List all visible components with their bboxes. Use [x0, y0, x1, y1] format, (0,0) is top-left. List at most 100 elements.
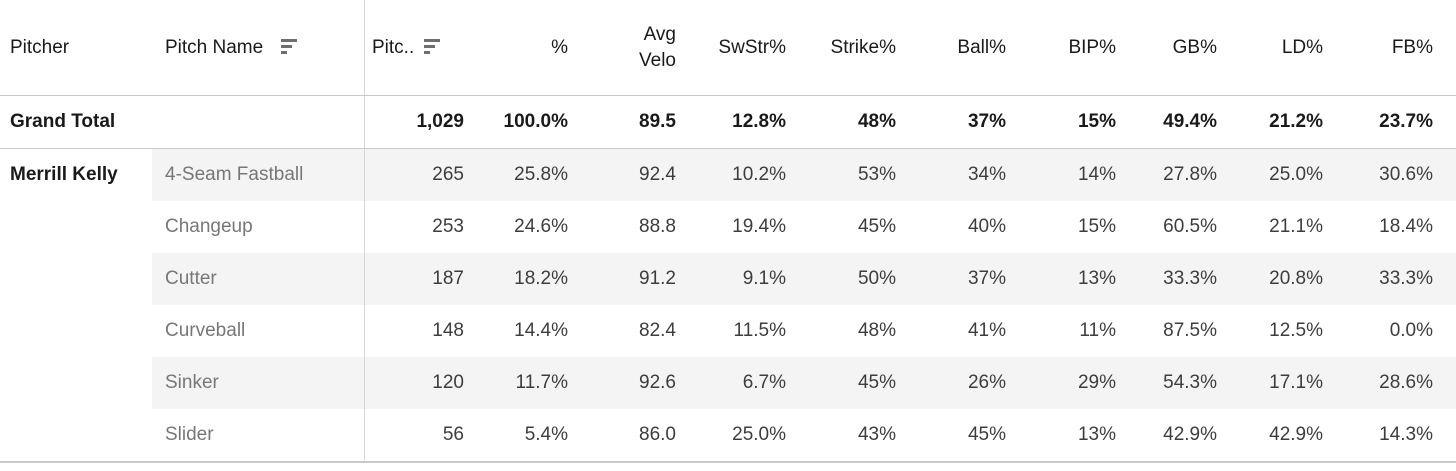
cell-strike: 45%	[798, 357, 908, 409]
cell-pitches: 56	[442, 424, 464, 445]
cell-gb: 87.5%	[1163, 320, 1217, 341]
cell-pct: 100.0%	[503, 111, 568, 132]
cell-ld: 21.2%	[1269, 111, 1323, 132]
cell-fb: 33.3%	[1335, 253, 1445, 305]
cell-strike: 45%	[857, 216, 896, 237]
cell-avg-velo: 91.2	[580, 253, 688, 305]
col-header-pitch-name[interactable]: Pitch Name	[152, 0, 365, 95]
cell-swstr: 11.5%	[733, 320, 786, 341]
cell-pitches: 120	[365, 357, 476, 409]
col-header-pitches[interactable]: Pitc..	[365, 0, 476, 95]
cell-fb: 0.0%	[1389, 320, 1433, 341]
cell-fb: 23.7%	[1379, 111, 1433, 132]
cell-avg-velo: 82.4	[639, 320, 676, 341]
row-filler	[1445, 357, 1456, 409]
cell-gb: 54.3%	[1128, 357, 1229, 409]
pitcher-label	[0, 305, 152, 357]
cell-strike: 48%	[857, 320, 896, 341]
cell-ld: 21.1%	[1269, 216, 1323, 237]
header-filler	[1445, 0, 1456, 95]
table-row: Cutter 187 18.2% 91.2 9.1% 50% 37% 13% 3…	[0, 253, 1456, 305]
col-header-ball[interactable]: Ball%	[957, 36, 1006, 58]
cell-ball: 41%	[967, 320, 1006, 341]
cell-swstr: 6.7%	[688, 357, 798, 409]
cell-fb: 30.6%	[1335, 149, 1445, 201]
table-row: Curveball 148 14.4% 82.4 11.5% 48% 41% 1…	[0, 305, 1456, 357]
cell-pitches: 148	[432, 320, 464, 341]
cell-avg-velo: 89.5	[639, 111, 676, 132]
cell-pct: 5.4%	[524, 424, 568, 445]
cell-pitch-name: 4-Seam Fastball	[152, 149, 365, 201]
cell-pitches: 253	[432, 216, 464, 237]
cell-ld: 25.0%	[1229, 149, 1335, 201]
col-header-bip[interactable]: BIP%	[1068, 36, 1116, 58]
table-row: Changeup 253 24.6% 88.8 19.4% 45% 40% 15…	[0, 201, 1456, 253]
cell-bip: 14%	[1018, 149, 1128, 201]
col-header-pitch-name-label: Pitch Name	[165, 36, 264, 58]
cell-ball: 34%	[908, 149, 1018, 201]
col-header-gb[interactable]: GB%	[1172, 36, 1217, 58]
pitcher-label	[0, 357, 152, 409]
cell-pitches: 1,029	[416, 111, 464, 132]
col-header-pitches-label: Pitc..	[372, 36, 415, 58]
cell-ball: 37%	[967, 111, 1006, 132]
cell-strike: 50%	[798, 253, 908, 305]
row-filler	[1445, 149, 1456, 201]
cell-gb: 60.5%	[1163, 216, 1217, 237]
cell-gb: 33.3%	[1128, 253, 1229, 305]
cell-ld: 17.1%	[1229, 357, 1335, 409]
cell-bip: 13%	[1077, 424, 1116, 445]
col-header-strike[interactable]: Strike%	[830, 36, 896, 58]
cell-ball: 45%	[967, 424, 1006, 445]
cell-swstr: 19.4%	[732, 216, 786, 237]
col-header-ld[interactable]: LD%	[1281, 36, 1323, 58]
cell-pct: 25.8%	[476, 149, 580, 201]
grand-total-row: Grand Total 1,029 100.0% 89.5 12.8% 48% …	[0, 96, 1456, 149]
col-header-pct[interactable]: %	[551, 36, 568, 58]
cell-avg-velo: 88.8	[639, 216, 676, 237]
cell-gb: 49.4%	[1163, 111, 1217, 132]
grand-total-label: Grand Total	[10, 111, 116, 132]
row-filler	[1445, 305, 1456, 357]
cell-pitch-name: Curveball	[152, 305, 365, 357]
cell-pitches: 265	[365, 149, 476, 201]
cell-avg-velo: 86.0	[639, 424, 676, 445]
pitcher-label	[0, 409, 152, 461]
cell-fb: 14.3%	[1379, 424, 1433, 445]
cell-bip: 29%	[1018, 357, 1128, 409]
cell-avg-velo: 92.6	[580, 357, 688, 409]
cell-pct: 11.7%	[476, 357, 580, 409]
table-row: Sinker 120 11.7% 92.6 6.7% 45% 26% 29% 5…	[0, 357, 1456, 409]
cell-bip: 15%	[1077, 111, 1116, 132]
sort-descending-icon[interactable]	[424, 39, 441, 54]
row-filler	[1445, 201, 1456, 253]
col-header-pitcher[interactable]: Pitcher	[0, 0, 152, 95]
row-filler	[1445, 253, 1456, 305]
cell-ball: 26%	[908, 357, 1018, 409]
cell-strike: 43%	[857, 424, 896, 445]
cell-swstr: 9.1%	[688, 253, 798, 305]
cell-ball: 40%	[967, 216, 1006, 237]
pitcher-label	[0, 201, 152, 253]
col-header-avg-velo[interactable]: Avg Velo	[639, 23, 676, 71]
table-row: Slider 56 5.4% 86.0 25.0% 43% 45% 13% 42…	[0, 409, 1456, 461]
cell-swstr: 10.2%	[688, 149, 798, 201]
cell-pitch-name: Changeup	[152, 201, 365, 253]
cell-bip: 15%	[1077, 216, 1116, 237]
col-header-fb[interactable]: FB%	[1391, 36, 1433, 58]
table-bottom-border	[0, 461, 1456, 463]
table-row: Merrill Kelly 4-Seam Fastball 265 25.8% …	[0, 149, 1456, 201]
cell-pct: 18.2%	[476, 253, 580, 305]
cell-swstr: 25.0%	[732, 424, 786, 445]
pitcher-label	[0, 253, 152, 305]
cell-gb: 42.9%	[1163, 424, 1217, 445]
cell-swstr: 12.8%	[732, 111, 786, 132]
sort-descending-icon[interactable]	[281, 39, 298, 54]
cell-pitch-name	[152, 96, 365, 148]
col-header-swstr[interactable]: SwStr%	[718, 36, 786, 58]
cell-gb: 27.8%	[1128, 149, 1229, 201]
cell-pitch-name: Slider	[152, 409, 365, 461]
cell-ld: 12.5%	[1269, 320, 1323, 341]
cell-bip: 11%	[1079, 320, 1116, 341]
cell-ld: 42.9%	[1269, 424, 1323, 445]
